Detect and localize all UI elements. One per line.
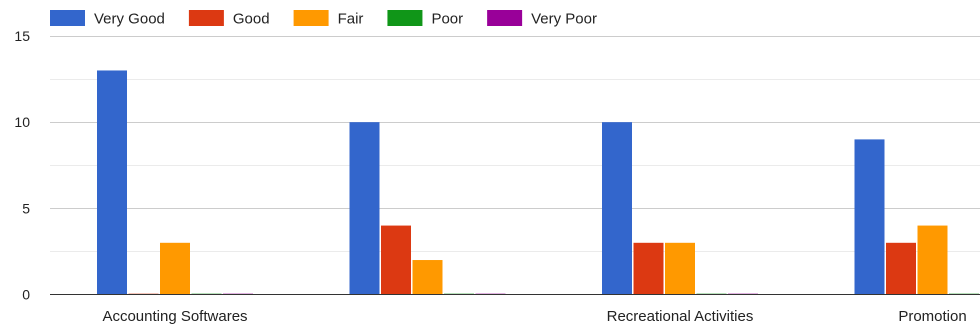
gridlines — [50, 36, 980, 252]
legend-label-very-poor: Very Poor — [531, 11, 597, 28]
bar-fair-group-2 — [412, 260, 443, 295]
x-category-label: Accounting Softwares — [102, 308, 247, 325]
y-axis-ticks: 0 5 10 15 — [14, 28, 30, 303]
bar-very-good-promotion — [854, 139, 885, 295]
y-tick-label: 15 — [14, 28, 30, 44]
legend-swatch-very-poor — [487, 10, 523, 26]
y-tick-label: 5 — [22, 200, 30, 216]
bar-very-good-accounting-softwares — [97, 70, 127, 295]
legend-swatch-very-good — [50, 10, 85, 26]
legend-swatch-good — [188, 10, 224, 26]
y-tick-label: 0 — [22, 287, 30, 303]
legend-label-good: Good — [233, 11, 270, 28]
bar-good-recreational-activities — [633, 242, 664, 295]
legend-label-poor: Poor — [431, 11, 463, 28]
bar-very-good-group-2 — [349, 122, 380, 295]
bar-fair-accounting-softwares — [160, 242, 190, 295]
bar-good-promotion — [886, 242, 916, 295]
legend: Very Good Good Fair Poor Very Poor — [50, 10, 597, 28]
bar-fair-recreational-activities — [665, 242, 695, 295]
bar-fair-promotion — [917, 225, 948, 295]
legend-label-fair: Fair — [338, 11, 364, 28]
bars — [97, 70, 979, 295]
bar-good-group-2 — [381, 225, 411, 295]
x-category-label: Recreational Activities — [607, 308, 754, 325]
legend-swatch-fair — [293, 10, 329, 26]
legend-label-very-good: Very Good — [94, 11, 165, 28]
y-tick-label: 10 — [14, 114, 30, 130]
x-axis-categories: Accounting Softwares Recreational Activit… — [102, 308, 966, 325]
x-category-label: Promotion — [898, 308, 966, 325]
legend-swatch-poor — [387, 10, 423, 26]
bar-very-good-recreational-activities — [602, 122, 632, 295]
